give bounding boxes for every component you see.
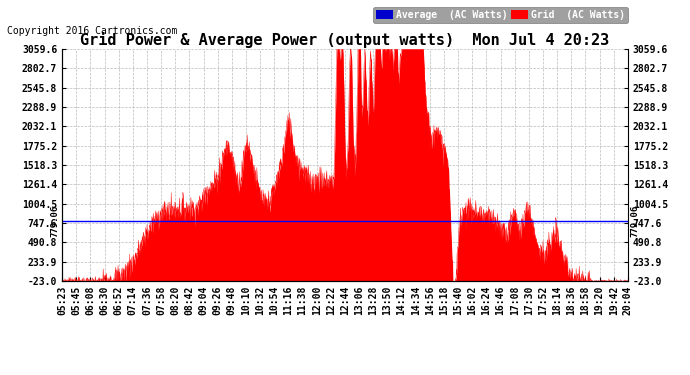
- Text: 779.06: 779.06: [631, 205, 640, 237]
- Text: 779.06: 779.06: [50, 205, 59, 237]
- Legend: Average  (AC Watts), Grid  (AC Watts): Average (AC Watts), Grid (AC Watts): [373, 7, 628, 23]
- Title: Grid Power & Average Power (output watts)  Mon Jul 4 20:23: Grid Power & Average Power (output watts…: [80, 32, 610, 48]
- Text: Copyright 2016 Cartronics.com: Copyright 2016 Cartronics.com: [7, 26, 177, 36]
